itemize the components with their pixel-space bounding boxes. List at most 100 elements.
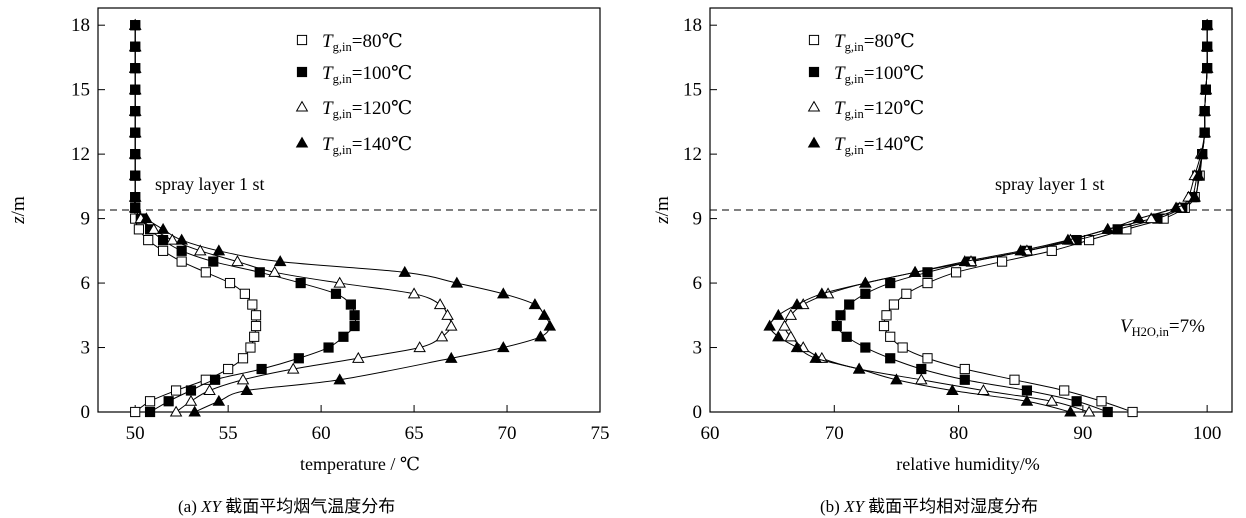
data-point [140,212,153,224]
data-point [958,255,972,267]
data-point [1192,169,1205,181]
data-point [901,288,912,299]
data-point [433,298,447,310]
data-point [254,267,265,278]
data-point [885,277,896,289]
chart-temperature: 50 55 60 65 70 75 0 3 6 9 12 15 18 temperature / ℃ z/m… [8,7,610,474]
data-point [763,319,776,331]
data-point [1195,147,1209,159]
data-point [1059,385,1070,396]
y-tick-label: 15 [683,80,702,101]
data-point [203,384,216,396]
data-point [188,405,201,417]
caption-a-prefix: (a) [178,497,202,516]
data-point [212,394,226,406]
caption-b-prefix: (b) [820,497,845,516]
legend-label: Tg,in=100℃ [322,63,412,86]
data-point [240,384,254,396]
caption-b-text: 截面平均相对湿度分布 [863,497,1039,516]
data-point [922,267,933,278]
legend-marker [807,100,821,112]
data-point [772,330,785,342]
data-point [250,310,262,321]
data-point [1127,406,1138,418]
data-point [1046,245,1057,256]
caption-a-xy: XY [201,497,221,516]
data-point [333,373,346,385]
y-tick-label: 9 [81,209,91,230]
legend-marker [295,136,309,148]
data-point [1082,405,1096,417]
data-point [147,222,161,234]
data-point [435,330,449,342]
data-point [1009,374,1020,385]
data-point [922,277,933,289]
data-point [176,256,187,267]
data-point [413,341,426,353]
data-point [841,331,852,342]
data-point [497,287,510,299]
data-point [212,244,226,256]
data-point [128,40,142,52]
series-140C [128,18,557,417]
data-point [831,320,842,332]
x-axis-label: relative humidity/% [896,454,1039,474]
data-point [1096,396,1107,407]
x-tick-label: 100 [1193,423,1222,444]
data-point [128,147,142,159]
data-point [881,310,892,321]
spray-layer-label: spray layer 1 st [995,174,1104,194]
data-point [1200,61,1214,73]
data-point [237,353,249,364]
data-point [143,234,154,246]
data-point [885,353,896,364]
data-point [295,277,306,289]
data-point [1198,126,1211,138]
data-point [1071,396,1082,407]
data-point [224,277,236,289]
y-tick-label: 18 [683,15,702,36]
data-point [128,169,142,181]
data-point [323,342,334,353]
y-tick-label: 12 [683,144,702,165]
data-point [128,126,142,138]
x-tick-label: 80 [949,423,968,444]
data-point [859,276,872,288]
data-point [790,341,804,353]
data-point [208,256,219,267]
data-point [249,331,260,342]
spray-layer-label: spray layer 1 st [155,174,264,194]
data-point [528,298,542,310]
y-tick-label: 15 [71,80,90,101]
data-point [1020,394,1034,406]
y-axis-label: z/m [8,196,29,225]
x-tick-label: 90 [1073,423,1092,444]
data-point [1061,233,1075,245]
data-point [1198,104,1211,116]
data-point [128,190,142,202]
data-point [890,373,903,385]
data-point [852,362,866,374]
data-point [772,308,785,320]
x-tick-label: 65 [405,423,424,444]
data-point [144,396,156,407]
data-point [200,267,211,278]
data-point [497,341,510,353]
vapor-fraction-annotation: VH2O,in=7% [1120,316,1205,339]
data-point [1188,190,1201,202]
data-point [809,351,822,363]
y-tick-label: 6 [81,273,91,294]
data-point [1102,406,1113,418]
data-point [778,319,791,331]
y-tick-label: 9 [693,209,703,230]
y-tick-label: 12 [71,144,90,165]
data-point [349,320,360,332]
data-point [256,363,267,375]
data-point [784,330,798,342]
data-point [166,233,179,245]
legend-marker [808,34,820,46]
legend-label: Tg,in=80℃ [834,31,915,54]
data-point [1045,394,1059,406]
data-point [1144,212,1158,224]
data-point [450,276,464,288]
